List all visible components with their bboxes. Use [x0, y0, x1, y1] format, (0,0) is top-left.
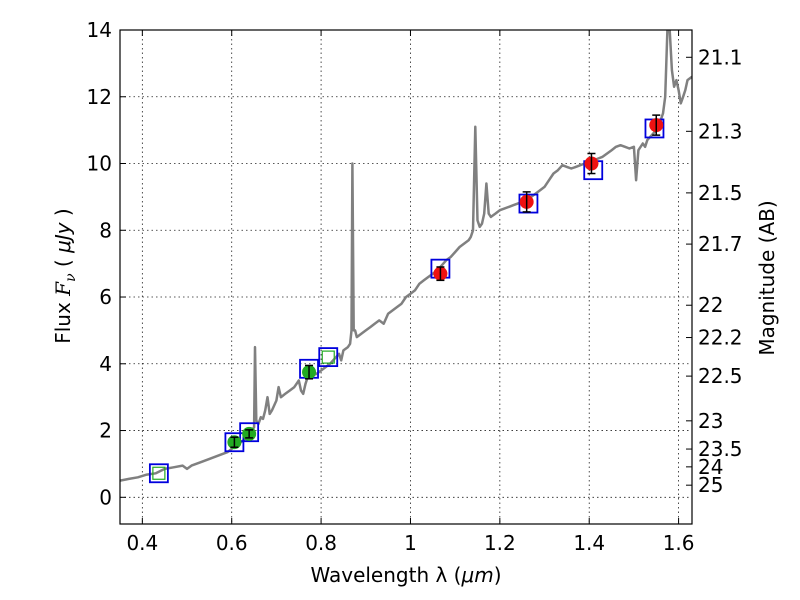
y2-tick-label: 21.5 — [698, 181, 743, 205]
x-tick-label: 1.6 — [663, 531, 695, 555]
y2-tick-label: 24 — [698, 455, 723, 479]
y2-tick-label: 21.3 — [698, 119, 743, 143]
model-box — [148, 463, 169, 484]
y2-tick-label: 22.5 — [698, 364, 743, 388]
x-tick-label: 0.8 — [305, 531, 337, 555]
y2-tick-label: 23 — [698, 409, 723, 433]
model-box — [224, 432, 245, 453]
x-tick-label: 0.6 — [216, 531, 248, 555]
y2-axis-label: Magnitude (AB) — [755, 200, 779, 355]
marker-layer — [148, 114, 665, 484]
spectrum-line — [120, 30, 692, 482]
y2-tick-label: 22 — [698, 293, 723, 317]
y2-tick-label: 22.2 — [698, 326, 743, 350]
x-tick-label: 0.4 — [126, 531, 158, 555]
y2-tick-label: 21.1 — [698, 45, 743, 69]
x-tick-label: 1.4 — [573, 531, 605, 555]
y-tick-label: 14 — [87, 18, 112, 42]
x-axis-label: Wavelength λ (μm) — [310, 563, 501, 587]
y2-tick-label: 21.7 — [698, 232, 743, 256]
axis-ticks: 0.4 0.6 0.8 1 1.2 1.4 1.60246810121421.121.321… — [87, 18, 743, 555]
y-tick-label: 8 — [99, 218, 112, 242]
plot-frame — [119, 29, 693, 525]
y2-tick-label: 25 — [698, 473, 723, 497]
x-tick-label: 1.2 — [484, 531, 516, 555]
optical-open-marker — [152, 466, 166, 480]
x-tick-label: 1 — [404, 531, 417, 555]
model-box — [239, 422, 260, 443]
y-tick-label: 4 — [99, 352, 112, 376]
y2-tick-label: 23.5 — [698, 437, 743, 461]
grid — [120, 29, 692, 524]
model-box — [318, 347, 339, 368]
spectrum-layer — [120, 30, 692, 482]
y-tick-label: 2 — [99, 419, 112, 443]
y-tick-label: 10 — [87, 152, 112, 176]
y-tick-label: 6 — [99, 285, 112, 309]
optical-open-marker — [321, 350, 335, 364]
y-tick-label: 12 — [87, 85, 112, 109]
y-tick-label: 0 — [99, 485, 112, 509]
y-axis-label: Flux Fν ( μJy ) — [51, 208, 79, 344]
